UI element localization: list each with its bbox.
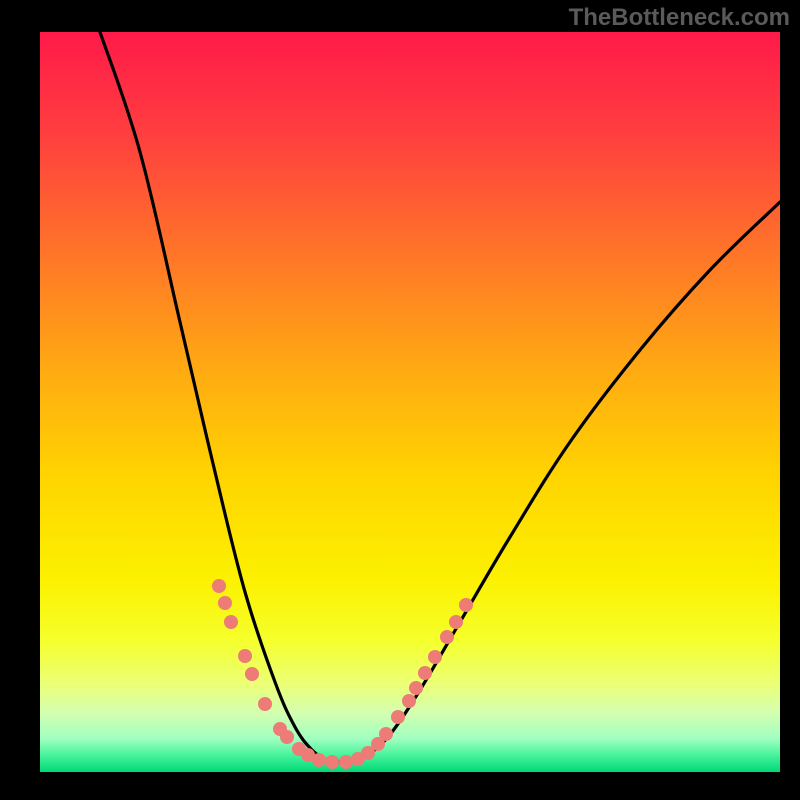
bottleneck-curve (40, 32, 780, 772)
data-dot (312, 753, 326, 767)
data-dot (428, 650, 442, 664)
data-dot (391, 710, 405, 724)
data-dot (258, 697, 272, 711)
data-dot (280, 730, 294, 744)
data-dot (440, 630, 454, 644)
data-dot (218, 596, 232, 610)
plot-area (40, 32, 780, 772)
data-dot (238, 649, 252, 663)
data-dot (224, 615, 238, 629)
data-dot (325, 755, 339, 769)
data-dot (449, 615, 463, 629)
data-dot (409, 681, 423, 695)
data-dot (379, 727, 393, 741)
data-dot (339, 755, 353, 769)
data-dot (418, 666, 432, 680)
data-dot (212, 579, 226, 593)
watermark-text: TheBottleneck.com (569, 4, 790, 32)
data-dot (402, 694, 416, 708)
data-dot (245, 667, 259, 681)
data-dot (459, 598, 473, 612)
